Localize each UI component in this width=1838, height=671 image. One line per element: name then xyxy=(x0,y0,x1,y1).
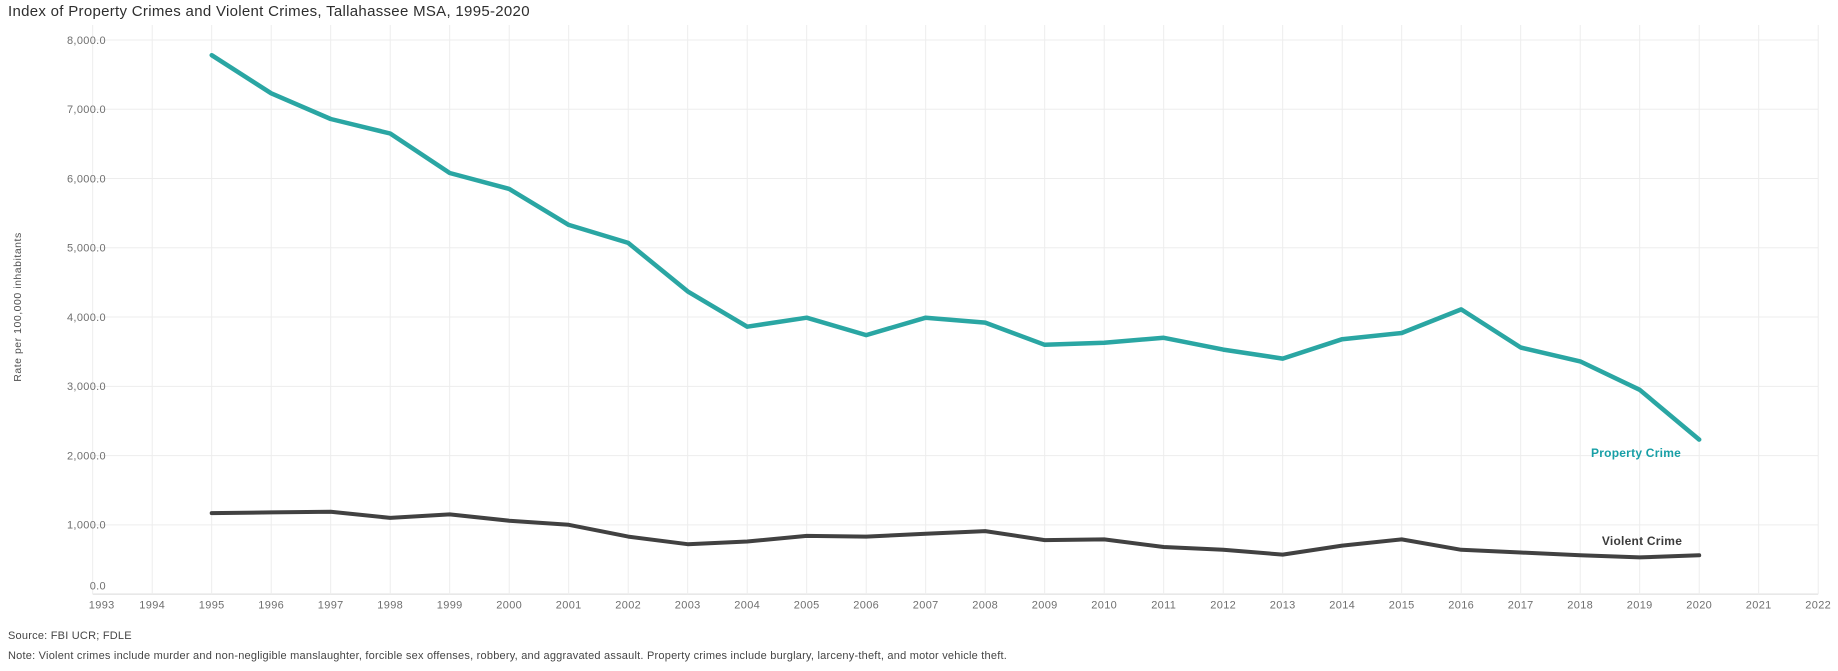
y-tick-label: 5,000.0 xyxy=(67,243,106,255)
x-tick-label: 2015 xyxy=(1389,600,1415,612)
x-tick-label: 2007 xyxy=(913,600,939,612)
x-tick-label: 2019 xyxy=(1627,600,1653,612)
note-text: Note: Violent crimes include murder and … xyxy=(8,650,1008,662)
x-tick-label: 1993 xyxy=(89,600,115,612)
x-tick-label: 2004 xyxy=(734,600,760,612)
violent-crime-label: Violent Crime xyxy=(1602,534,1682,548)
x-tick-label: 2021 xyxy=(1746,600,1772,612)
x-tick-label: 2003 xyxy=(675,600,701,612)
x-tick-label: 2014 xyxy=(1329,600,1355,612)
x-tick-label: 1998 xyxy=(377,600,403,612)
x-tick-label: 2012 xyxy=(1210,600,1236,612)
x-tick-label: 2010 xyxy=(1091,600,1117,612)
source-text: Source: FBI UCR; FDLE xyxy=(8,630,132,642)
x-tick-label: 1997 xyxy=(318,600,344,612)
y-tick-label: 0.0 xyxy=(90,581,106,593)
y-tick-label: 4,000.0 xyxy=(67,312,106,324)
x-tick-label: 2002 xyxy=(615,600,641,612)
property-crime-label: Property Crime xyxy=(1591,446,1681,460)
x-tick-label: 2022 xyxy=(1805,600,1831,612)
x-tick-label: 2016 xyxy=(1448,600,1474,612)
x-tick-label: 2013 xyxy=(1270,600,1296,612)
x-tick-label: 2001 xyxy=(556,600,582,612)
x-tick-label: 2008 xyxy=(972,600,998,612)
x-tick-label: 1996 xyxy=(258,600,284,612)
x-tick-label: 2011 xyxy=(1151,600,1176,612)
property-crime-line xyxy=(209,52,1702,442)
x-tick-label: 2006 xyxy=(853,600,879,612)
x-tick-label: 2009 xyxy=(1032,600,1058,612)
x-tick-label: 2000 xyxy=(496,600,522,612)
y-tick-label: 1,000.0 xyxy=(67,520,106,532)
y-tick-label: 3,000.0 xyxy=(67,381,106,393)
violent-crime-line xyxy=(209,509,1702,560)
x-tick-label: 1995 xyxy=(199,600,225,612)
x-tick-label: 2005 xyxy=(794,600,820,612)
x-tick-label: 1994 xyxy=(139,600,165,612)
chart-title: Index of Property Crimes and Violent Cri… xyxy=(8,3,530,20)
x-tick-label: 2017 xyxy=(1508,600,1534,612)
x-tick-label: 2020 xyxy=(1686,600,1712,612)
y-tick-label: 7,000.0 xyxy=(67,104,106,116)
x-tick-label: 2018 xyxy=(1567,600,1593,612)
y-axis-title: Rate per 100,000 inhabitants xyxy=(12,232,24,382)
x-tick-label: 1999 xyxy=(437,600,463,612)
y-tick-label: 2,000.0 xyxy=(67,450,106,462)
y-tick-label: 8,000.0 xyxy=(67,35,106,47)
y-tick-label: 6,000.0 xyxy=(67,173,106,185)
